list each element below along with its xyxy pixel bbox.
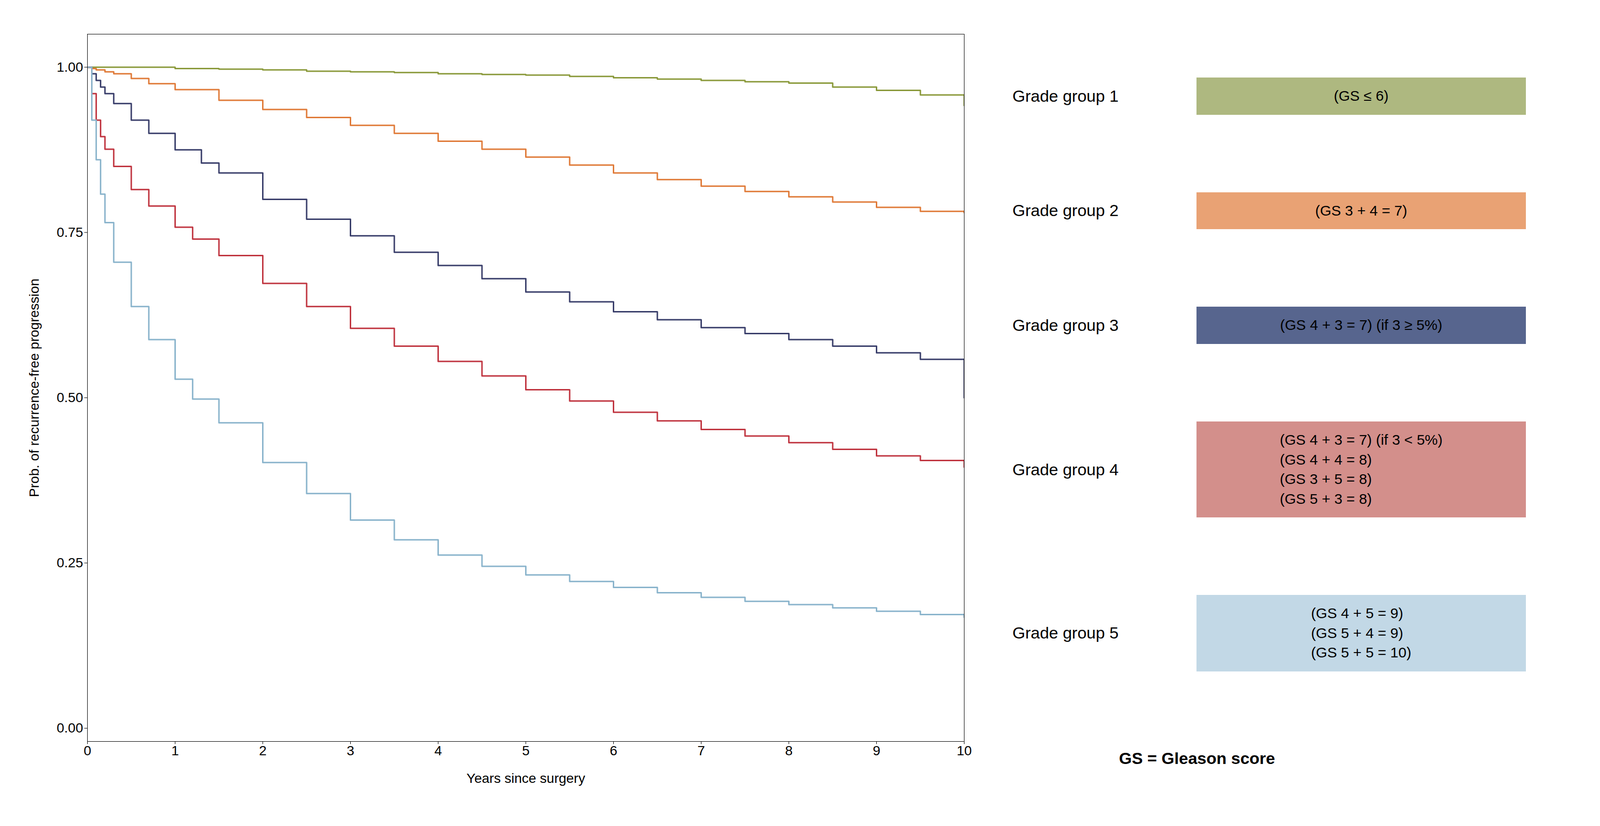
svg-text:0.50: 0.50	[56, 389, 84, 405]
svg-text:Prob. of recurrence-free progr: Prob. of recurrence-free progression	[26, 278, 42, 498]
svg-text:1: 1	[171, 743, 180, 759]
svg-text:0.25: 0.25	[56, 555, 84, 571]
html-text:Grade group 3: Grade group 3	[1012, 315, 1119, 335]
svg-text:9: 9	[872, 743, 881, 759]
html-text:Grade group 2: Grade group 2	[1012, 201, 1119, 220]
svg-text:4: 4	[434, 743, 443, 759]
svg-text:0.00: 0.00	[56, 720, 84, 736]
svg-text:7: 7	[697, 743, 706, 759]
svg-text:0.75: 0.75	[56, 224, 84, 240]
svg-text:Years since surgery: Years since surgery	[466, 770, 586, 786]
html-text:(GS 4 + 3 = 7) (if 3 ≥ 5%): (GS 4 + 3 = 7) (if 3 ≥ 5%)	[1280, 316, 1443, 333]
svg-text:6: 6	[609, 743, 618, 759]
svg-text:5: 5	[522, 743, 530, 759]
html-text:(GS 4 + 5 = 9) (GS 5 + 4 = 9): (GS 4 + 5 = 9) (GS 5 + 4 = 9) (GS 5 + 5 …	[1311, 605, 1412, 661]
html-text:Grade group 4: Grade group 4	[1012, 459, 1119, 479]
html-text:(GS ≤ 6): (GS ≤ 6)	[1333, 87, 1389, 104]
svg-text:2: 2	[259, 743, 267, 759]
svg-text:1.00: 1.00	[56, 59, 84, 75]
svg-text:0: 0	[83, 743, 92, 759]
html-text:Grade group 5: Grade group 5	[1012, 623, 1119, 643]
html-text:(GS 4 + 3 = 7) (if 3 < 5%) (GS: (GS 4 + 3 = 7) (if 3 < 5%) (GS 4 + 4 = 8…	[1279, 431, 1443, 507]
html-text:GS = Gleason score: GS = Gleason score	[1118, 748, 1276, 768]
html-text:Grade group 1: Grade group 1	[1012, 86, 1119, 106]
svg-text:3: 3	[346, 743, 355, 759]
svg-text:8: 8	[785, 743, 793, 759]
svg-text:10: 10	[956, 743, 972, 759]
html-text:(GS 3 + 4 = 7): (GS 3 + 4 = 7)	[1315, 202, 1408, 219]
